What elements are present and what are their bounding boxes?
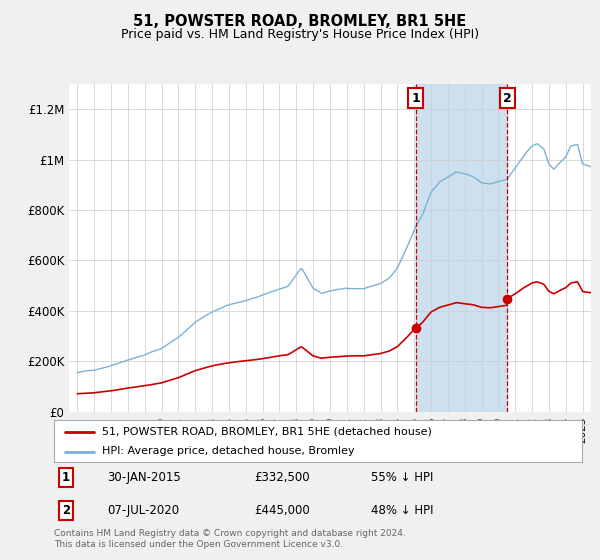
Text: HPI: Average price, detached house, Bromley: HPI: Average price, detached house, Brom…	[101, 446, 354, 456]
Bar	[416, 84, 507, 412]
Text: 1: 1	[62, 471, 70, 484]
Text: 07-JUL-2020: 07-JUL-2020	[107, 504, 179, 517]
Text: 2: 2	[503, 91, 512, 105]
Text: 51, POWSTER ROAD, BROMLEY, BR1 5HE (detached house): 51, POWSTER ROAD, BROMLEY, BR1 5HE (deta…	[101, 427, 431, 437]
Text: 30-JAN-2015: 30-JAN-2015	[107, 471, 181, 484]
Text: 48% ↓ HPI: 48% ↓ HPI	[371, 504, 433, 517]
Text: 51, POWSTER ROAD, BROMLEY, BR1 5HE: 51, POWSTER ROAD, BROMLEY, BR1 5HE	[133, 14, 467, 29]
Text: £445,000: £445,000	[254, 504, 310, 517]
Text: 55% ↓ HPI: 55% ↓ HPI	[371, 471, 433, 484]
Text: 2: 2	[62, 504, 70, 517]
Text: £332,500: £332,500	[254, 471, 310, 484]
Text: Price paid vs. HM Land Registry's House Price Index (HPI): Price paid vs. HM Land Registry's House …	[121, 28, 479, 41]
Text: Contains HM Land Registry data © Crown copyright and database right 2024.
This d: Contains HM Land Registry data © Crown c…	[54, 529, 406, 549]
Text: 1: 1	[411, 91, 420, 105]
